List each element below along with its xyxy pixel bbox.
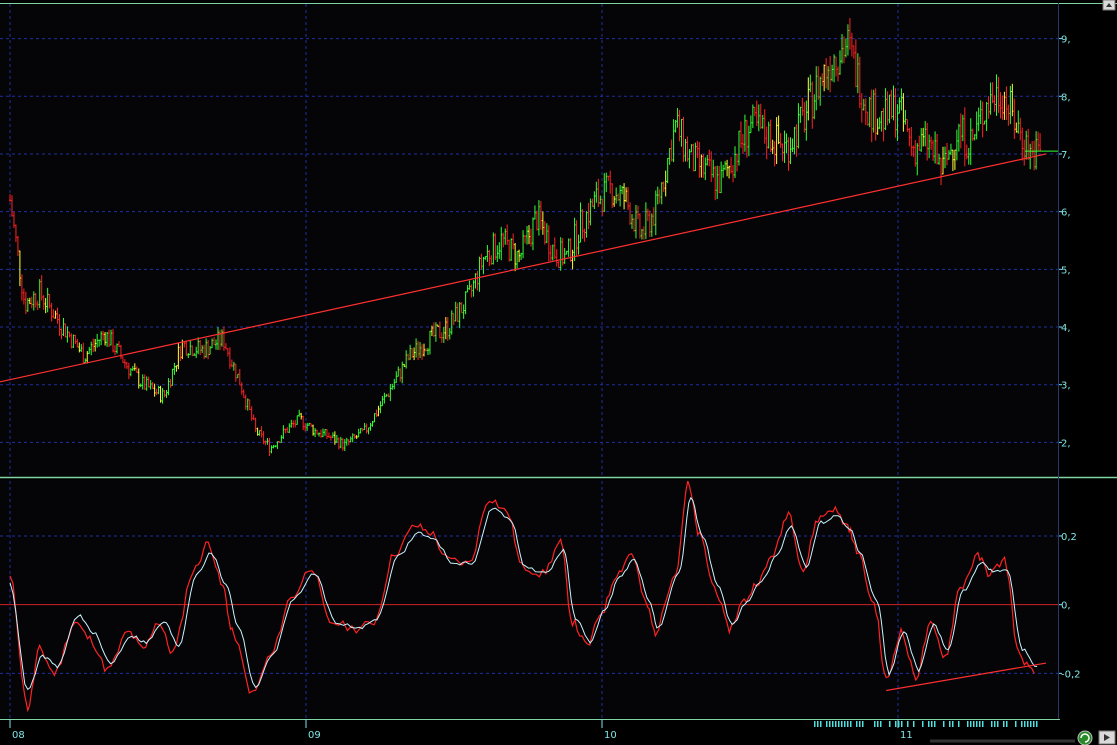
price-y-tick-label: 3, bbox=[1061, 381, 1071, 392]
x-axis-bar-marker bbox=[862, 721, 864, 727]
x-axis-bar-marker bbox=[1030, 721, 1032, 727]
x-axis-bar-marker bbox=[976, 721, 978, 727]
x-axis-bar-marker bbox=[931, 721, 933, 727]
oscillator-y-tick-label: 0, bbox=[1061, 601, 1071, 612]
x-tick-label: 09 bbox=[308, 730, 321, 741]
x-axis-bar-marker bbox=[889, 721, 891, 727]
x-axis-bar-marker bbox=[967, 721, 969, 727]
oscillator-trendline bbox=[886, 662, 1047, 692]
x-axis-bar-marker bbox=[841, 721, 843, 727]
oscillator-grid bbox=[0, 481, 1058, 718]
oscillator-y-tick-label: 0,2 bbox=[1061, 532, 1077, 543]
oscillator-panel: -0,2 0, 0,2 bbox=[0, 480, 1081, 718]
oscillator-series bbox=[9, 480, 1038, 713]
x-axis-bar-marker bbox=[826, 721, 828, 727]
x-axis-ticks: 08 09 10 11 bbox=[9, 719, 913, 741]
price-y-tick-label: 6, bbox=[1061, 208, 1071, 219]
oscillator-y-axis: -0,2 0, 0,2 bbox=[1058, 532, 1081, 680]
price-trendline-segment bbox=[0, 153, 1047, 383]
x-axis-bar-marker bbox=[814, 721, 816, 727]
x-axis-bar-marker bbox=[877, 721, 879, 727]
x-axis-bar-marker bbox=[928, 721, 930, 727]
x-axis-bar-marker bbox=[820, 721, 822, 727]
x-axis-bar-marker bbox=[838, 721, 840, 727]
price-y-tick-label: 5, bbox=[1061, 265, 1071, 276]
price-y-tick-label: 4, bbox=[1061, 323, 1071, 334]
x-axis-bar-marker bbox=[997, 721, 999, 727]
x-axis-bar-marker bbox=[934, 721, 936, 727]
x-axis-bar-marker bbox=[1006, 721, 1008, 727]
x-axis-bar-marker bbox=[880, 721, 882, 727]
x-tick-label: 08 bbox=[12, 730, 25, 741]
x-tick-label: 11 bbox=[900, 730, 913, 741]
x-axis-bar-marker bbox=[970, 721, 972, 727]
x-axis-bar-marker bbox=[1027, 721, 1029, 727]
x-axis-bar-marker bbox=[973, 721, 975, 727]
x-axis-bar-marker bbox=[850, 721, 852, 727]
price-trendline bbox=[0, 150, 1058, 383]
x-axis-bar-marker bbox=[943, 721, 945, 727]
x-axis-bar-marker bbox=[844, 721, 846, 727]
price-grid bbox=[0, 4, 1058, 477]
x-axis-bar-markers bbox=[814, 721, 1038, 727]
x-axis-bar-marker bbox=[991, 721, 993, 727]
x-axis-bar-marker bbox=[859, 721, 861, 727]
x-axis-bar-marker bbox=[1003, 721, 1005, 727]
x-axis-bar-marker bbox=[907, 721, 909, 727]
scroll-up-button[interactable] bbox=[1102, 0, 1116, 11]
price-y-tick-label: 9, bbox=[1061, 35, 1071, 46]
x-axis-bar-marker bbox=[1033, 721, 1035, 727]
oscillator-panel-background bbox=[0, 480, 1058, 718]
x-axis-bar-marker bbox=[817, 721, 819, 727]
x-axis-bar-marker bbox=[1024, 721, 1026, 727]
scroll-up-icon bbox=[1106, 3, 1112, 7]
scroll-right-icon bbox=[1104, 734, 1110, 741]
oscillator-y-tick-label: -0,2 bbox=[1061, 669, 1081, 680]
x-axis: 08 09 10 11 bbox=[0, 719, 1060, 741]
price-y-tick-label: 7, bbox=[1061, 150, 1071, 161]
x-axis-bar-marker bbox=[898, 721, 900, 727]
x-axis-bar-marker bbox=[982, 721, 984, 727]
oscillator-signal-line bbox=[9, 480, 1035, 713]
x-axis-bar-marker bbox=[979, 721, 981, 727]
x-axis-bar-marker bbox=[958, 721, 960, 727]
candlestick-series bbox=[9, 17, 1042, 457]
x-axis-bar-marker bbox=[922, 721, 924, 727]
oscillator-main-line bbox=[9, 496, 1038, 691]
x-axis-bar-marker bbox=[952, 721, 954, 727]
x-axis-bar-marker bbox=[895, 721, 897, 727]
price-y-tick-label: 2, bbox=[1061, 438, 1071, 449]
x-axis-bar-marker bbox=[913, 721, 915, 727]
x-axis-bar-marker bbox=[1036, 721, 1038, 727]
price-y-tick-label: 8, bbox=[1061, 92, 1071, 103]
x-tick-label: 10 bbox=[604, 730, 617, 741]
price-y-axis: 2, 3, 4, 5, 6, 7, 8, 9, bbox=[1058, 35, 1071, 449]
x-axis-bar-marker bbox=[1015, 721, 1017, 727]
refresh-button[interactable] bbox=[1077, 730, 1093, 745]
oscillator-trendline-segment bbox=[886, 662, 1047, 692]
x-axis-bar-marker bbox=[829, 721, 831, 727]
x-axis-bar-marker bbox=[994, 721, 996, 727]
x-axis-bar-marker bbox=[832, 721, 834, 727]
x-axis-bar-marker bbox=[847, 721, 849, 727]
x-axis-bar-marker bbox=[874, 721, 876, 727]
x-axis-bar-marker bbox=[856, 721, 858, 727]
x-axis-bar-marker bbox=[835, 721, 837, 727]
price-panel: 2, 3, 4, 5, 6, 7, 8, 9, bbox=[0, 3, 1117, 479]
scroll-right-button[interactable] bbox=[1098, 730, 1116, 745]
x-axis-bar-marker bbox=[1021, 721, 1023, 727]
x-axis-bar-marker bbox=[949, 721, 951, 727]
refresh-icon bbox=[1080, 733, 1090, 743]
x-axis-bar-marker bbox=[901, 721, 903, 727]
